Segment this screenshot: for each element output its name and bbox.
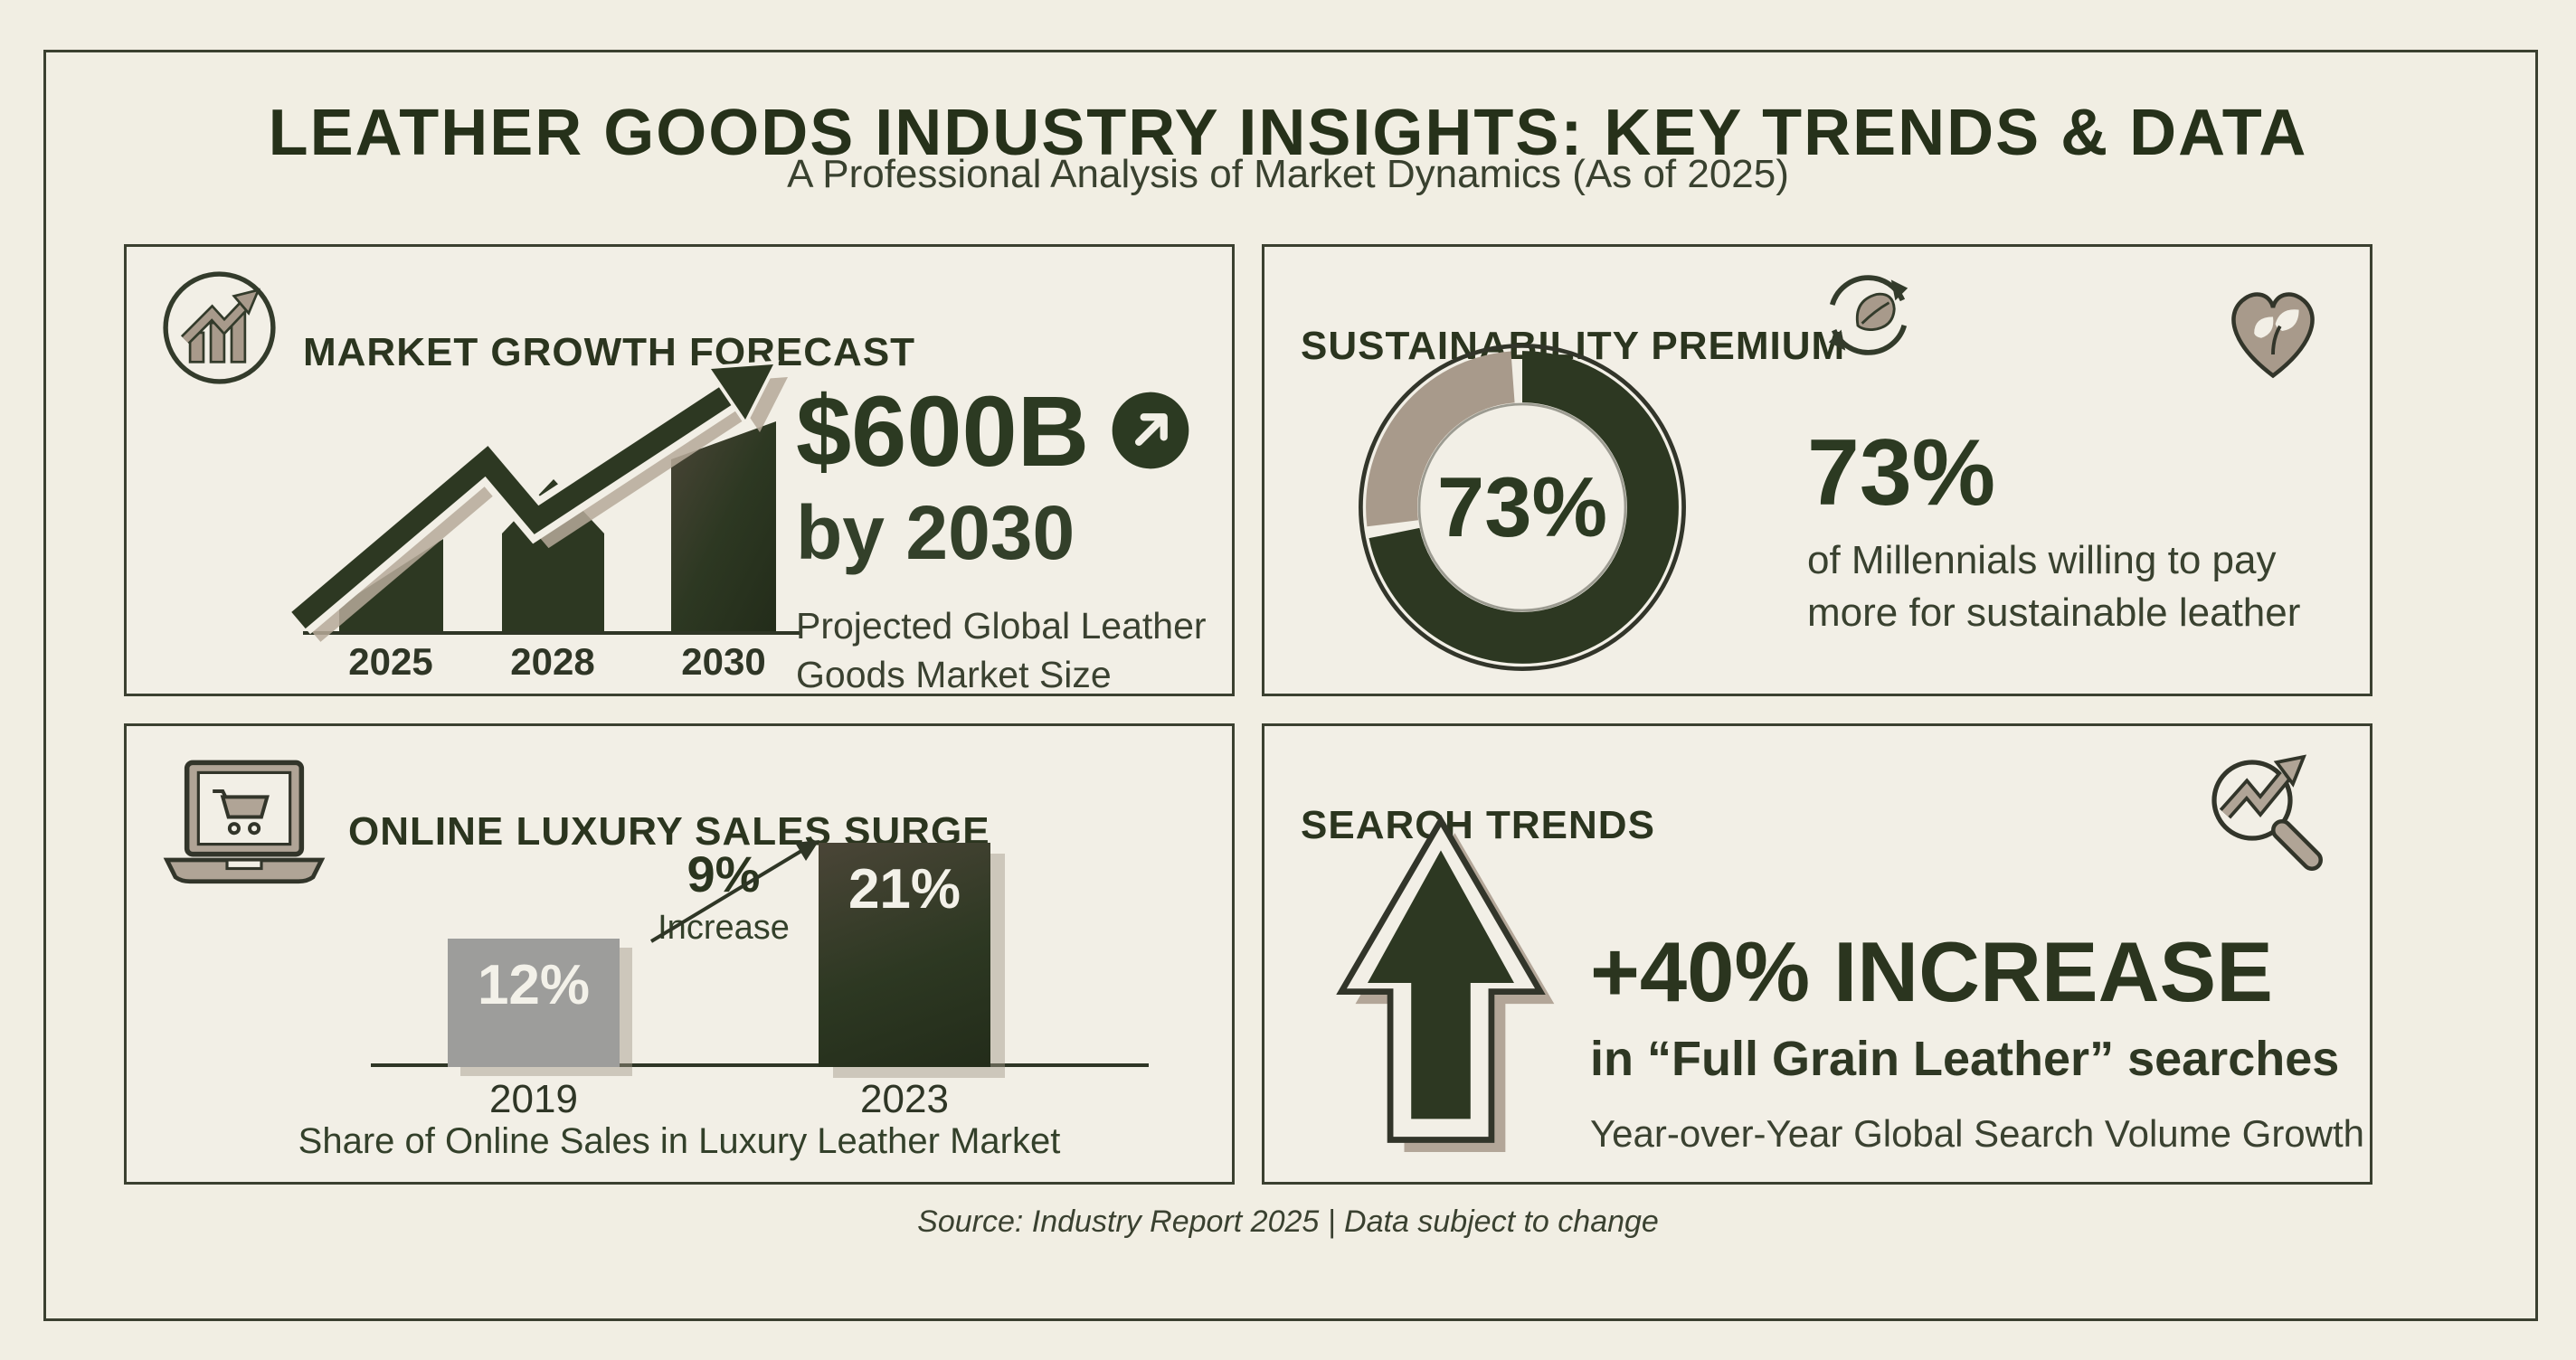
x-axis-line	[371, 1063, 1149, 1067]
online-sales-caption: Share of Online Sales in Luxury Leather …	[298, 1121, 1061, 1161]
page-subtitle: A Professional Analysis of Market Dynami…	[787, 152, 1789, 196]
x-axis-label: 2025	[348, 640, 432, 683]
x-axis-label: 2019	[489, 1077, 578, 1121]
laptop-cart-icon	[158, 753, 330, 902]
increase-annotation: 9% Increase	[651, 849, 796, 948]
panel-title-market-growth: MARKET GROWTH FORECAST	[303, 329, 916, 374]
bar-2019: 12%	[448, 939, 620, 1067]
bar-value-label: 21%	[848, 858, 961, 921]
panel-online-sales: ONLINE LUXURY SALES SURGE 12% 21% 2019 2…	[124, 723, 1235, 1185]
up-arrow-graphic	[1319, 812, 1563, 1157]
increase-arrow-icon	[642, 835, 841, 984]
sustainability-donut-chart: 73%	[1350, 335, 1694, 679]
growth-bars-arrow-graphic: 2025 2028 2030	[280, 333, 823, 694]
market-size-description: Projected Global Leather Goods Market Si…	[796, 605, 1207, 696]
panel-sustainability: SUSTAINABILITY PREMIUM	[1262, 244, 2372, 696]
bar-value-label: 12%	[477, 954, 591, 1017]
recycle-leaf-icon	[1816, 263, 1920, 372]
search-increase-subheadline: in “Full Grain Leather” searches	[1590, 1032, 2340, 1086]
search-increase-headline: +40% INCREASE	[1590, 924, 2273, 1019]
donut-center-label: 73%	[1436, 459, 1608, 554]
search-trends-stats: +40% INCREASE in “Full Grain Leather” se…	[1590, 930, 2377, 1156]
bar-2023: 21%	[819, 843, 990, 1067]
growth-chart-circle-icon	[158, 267, 280, 393]
donut-segment-primary	[1366, 351, 1679, 664]
increase-label: Increase	[658, 909, 790, 947]
market-size-value: $600B	[796, 376, 1090, 487]
search-increase-caption: Year-over-Year Global Search Volume Grow…	[1590, 1112, 2365, 1155]
x-axis-label: 2030	[681, 640, 765, 683]
page-title: LEATHER GOODS INDUSTRY INSIGHTS: KEY TRE…	[268, 97, 2308, 170]
search-trend-magnifier-icon	[2198, 746, 2334, 886]
heart-leaf-icon	[2214, 272, 2332, 394]
sustainability-stats: 73% of Millennials willing to pay more f…	[1807, 426, 2350, 639]
market-size-timeframe: by 2030	[796, 490, 1075, 575]
panel-search-trends: SEARCH TRENDS +40% INCREASE in “Full Gra…	[1262, 723, 2372, 1185]
increase-value: 9%	[687, 845, 761, 902]
source-footer: Source: Industry Report 2025 | Data subj…	[917, 1204, 1659, 1239]
outer-frame	[43, 50, 2538, 1321]
panel-market-growth: MARKET GROWTH FORECAST	[124, 244, 1235, 696]
online-sales-bar-chart: 12% 21% 2019 2023 9% Increase	[353, 817, 1185, 1121]
x-axis-label: 2028	[510, 640, 594, 683]
sustainability-stat-description: of Millennials willing to pay more for s…	[1807, 538, 2301, 636]
x-axis-label: 2023	[860, 1077, 949, 1121]
arrow-up-right-circle-icon	[1109, 389, 1192, 477]
market-growth-stats: $600B by 2030 Projected Global Leather G…	[796, 382, 1221, 699]
donut-segment-secondary	[1366, 351, 1679, 664]
panel-title-search-trends: SEARCH TRENDS	[1301, 802, 1655, 847]
sustainability-stat-value: 73%	[1807, 420, 1996, 525]
